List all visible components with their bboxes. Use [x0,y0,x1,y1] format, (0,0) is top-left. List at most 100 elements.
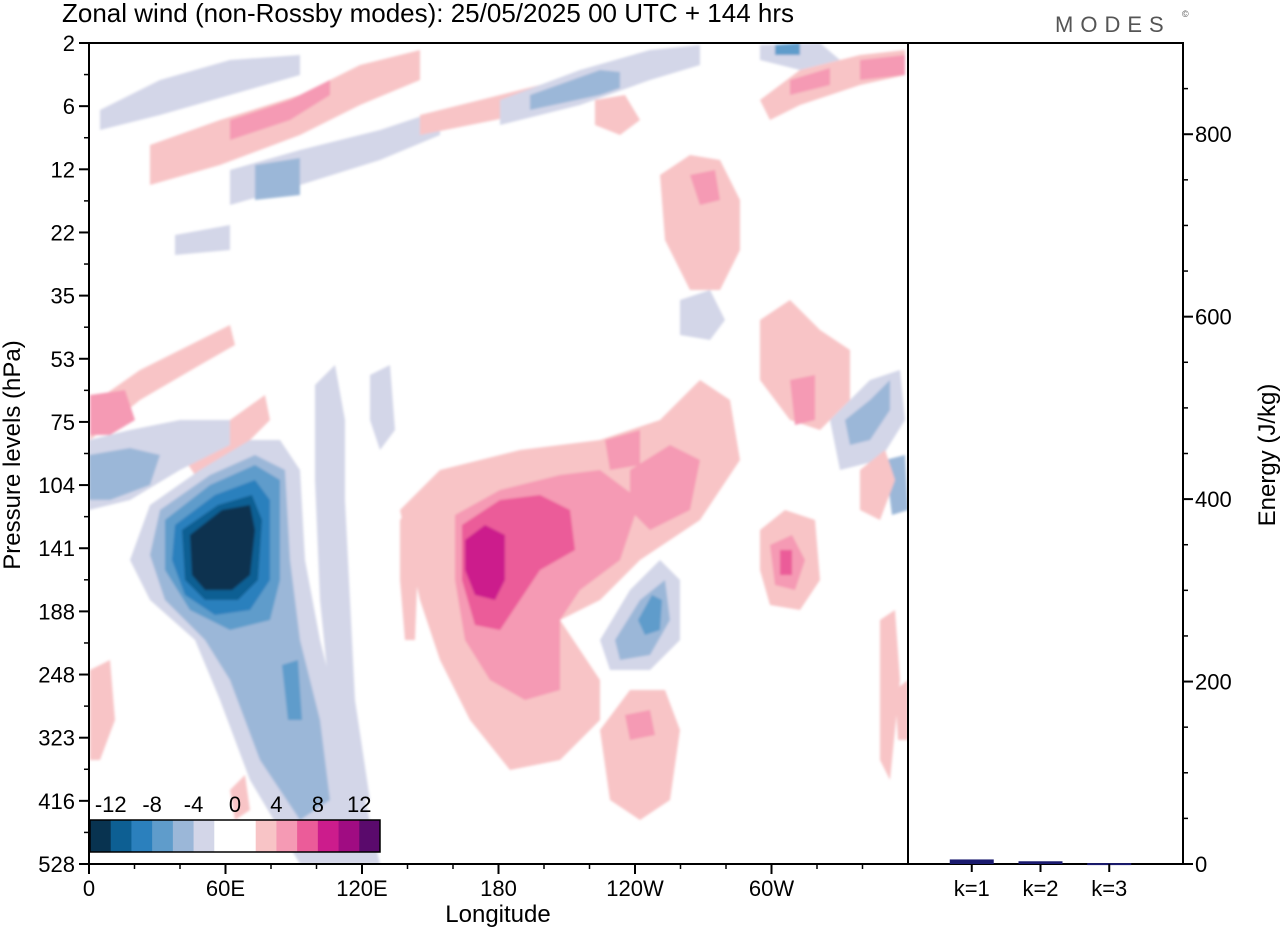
contour-pos-mid-1 [90,325,235,440]
colorbar-swatch [110,820,132,852]
contour-neg-upper-5 [530,70,620,110]
contour-neg-stripe [315,365,370,800]
colorbar-swatch [152,820,174,852]
contour-neg-upper-1 [100,55,300,130]
contour-pos-low-1 [600,690,680,820]
energy-category-label: k=2 [1022,876,1058,901]
colorbar-swatch [131,820,153,852]
energy-tick-label: 0 [1195,852,1207,877]
y-tick-label: 53 [51,347,75,372]
colorbar-swatch [90,820,112,852]
colorbar-label: -12 [95,792,127,817]
contour-neg-upper-7 [775,43,800,55]
energy-bar [949,859,994,864]
contour-neg-mid-8 [680,290,725,340]
energy-category-label: k=3 [1091,876,1127,901]
colorbar-swatch [276,820,298,852]
contour-pos-east-3 [780,550,792,575]
energy-bar [1018,861,1063,864]
y-tick-label: 141 [38,536,75,561]
y-tick-label: 188 [38,599,75,624]
colorbar-frame [89,819,381,853]
colorbar-label: 4 [270,792,282,817]
y-tick-label: 22 [51,220,75,245]
brand-logo: MODES [1055,12,1171,37]
contour-pos-mid-13 [690,170,720,205]
colorbar [89,819,381,853]
x-tick-label: 180 [480,876,517,901]
y-tick-label: 12 [51,157,75,182]
contour-pos-mid-2 [90,390,135,435]
contour-pos-low-3 [90,660,115,760]
contour-pos-upper-7 [595,95,640,135]
energy-category-label: k=1 [954,876,990,901]
brand-mark: © [1182,9,1189,19]
colorbar-labels: -12 -8 -4 0 4 8 12 [95,792,372,817]
contour-neg-stripe-2 [370,365,395,450]
contour-pos-upper-2 [230,80,330,140]
contour-map [89,43,908,864]
colorbar-swatch [359,820,381,852]
contour-pos-low-4 [230,775,250,820]
x-tick-label: 120W [606,876,664,901]
contour-pos-low-7 [895,680,908,740]
x-axis: 0 60E 120E 180 120W 60W [83,864,864,901]
y-tick-label: 104 [38,473,75,498]
contour-pos-low-5 [400,505,418,640]
energy-axis-label: Energy (J/kg) [1254,384,1280,527]
contour-neg-upper-3 [255,158,300,200]
x-tick-label: 60W [749,876,794,901]
colorbar-label: 0 [229,792,241,817]
y-tick-label: 35 [51,284,75,309]
energy-frame [907,42,1184,865]
energy-tick-label: 400 [1195,487,1232,512]
contour-pos-upper-5 [790,68,830,95]
x-tick-label: 120E [336,876,387,901]
colorbar-swatch [172,820,195,852]
colorbar-swatch [297,820,319,852]
contour-pos-mid-12 [660,155,740,290]
colorbar-swatch [255,820,277,852]
colorbar-label: -4 [184,792,204,817]
x-axis-label: Longitude [445,901,550,928]
colorbar-label: 12 [347,792,371,817]
contour-pos-east-6 [860,450,895,520]
contour-pos-low-6 [880,610,900,780]
colorbar-label: -8 [142,792,162,817]
energy-tick-label: 800 [1195,122,1232,147]
contour-pos-main-l6 [605,430,640,470]
y-tick-label: 6 [63,94,75,119]
contour-neg-mid-9 [175,225,230,255]
colorbar-swatch [193,820,215,852]
x-tick-label: 0 [83,876,95,901]
contour-neg-stripe-3 [282,660,302,720]
colorbar-swatch [235,820,257,852]
colorbar-swatch [214,820,236,852]
energy-panel: 0 200 400 600 800 k=1 k=2 k=3 Energy (J/kg) [907,42,1280,901]
contour-pos-main-l5 [630,445,700,530]
contour-neg-east-2 [845,380,890,445]
colorbar-label: 8 [312,792,324,817]
contour-pos-east-4 [760,300,850,430]
x-tick-label: 60E [206,876,245,901]
colorbar-swatch [338,820,360,852]
energy-y-axis: 0 200 400 600 800 [1183,87,1232,877]
y-tick-label: 528 [38,852,75,877]
contour-neg-core-l6 [190,505,255,590]
chart-title: Zonal wind (non-Rossby modes): 25/05/202… [62,0,794,28]
y-tick-label: 2 [63,31,75,56]
y-axis-label: Pressure levels (hPa) [0,340,26,569]
contour-pos-low-2 [625,710,655,740]
contour-neg-120w-l3 [638,595,662,635]
y-axis-left: 2 6 12 22 35 53 75 104 141 188 248 323 416 528 [38,31,89,877]
y-tick-label: 416 [38,789,75,814]
y-tick-label: 248 [38,663,75,688]
energy-tick-label: 600 [1195,305,1232,330]
colorbar-swatch [317,820,340,852]
y-tick-label: 75 [51,410,75,435]
energy-tick-label: 200 [1195,670,1232,695]
y-tick-label: 323 [38,726,75,751]
contour-pos-main-l4 [465,525,505,600]
contour-pos-east-5 [790,375,815,425]
